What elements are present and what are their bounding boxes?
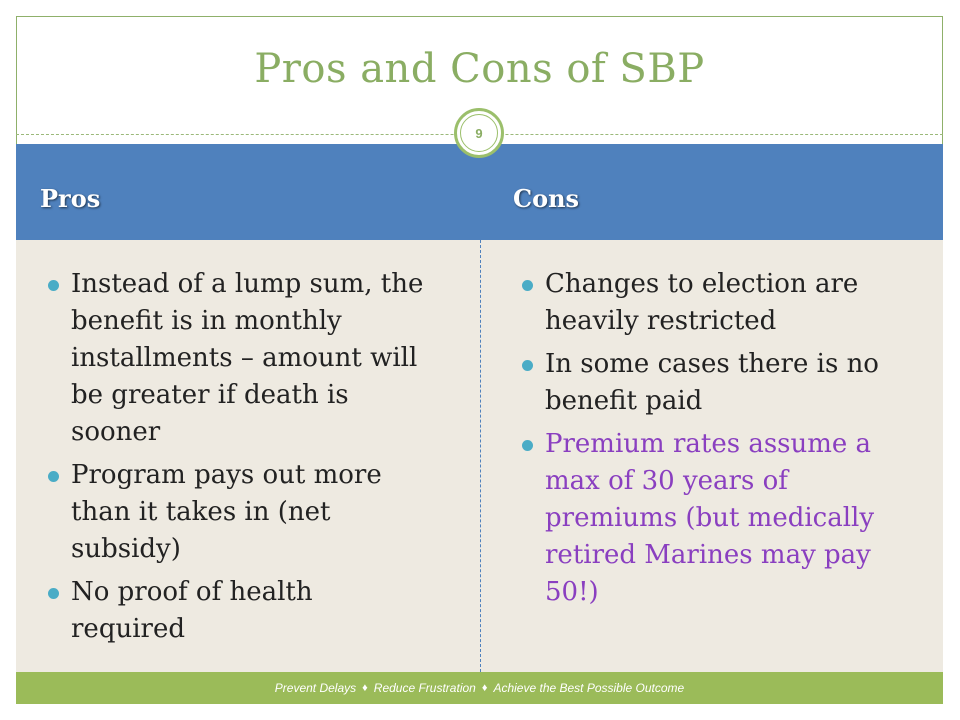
- table-body: [16, 240, 943, 672]
- footer-text-3: Achieve the Best Possible Outcome: [493, 681, 685, 695]
- bullet-icon: [48, 471, 59, 482]
- footer-text-1: Prevent Delays: [274, 681, 357, 695]
- column-divider: [480, 240, 481, 672]
- pros-heading: Pros: [40, 184, 101, 213]
- cons-item-text: Premium rates assume a max of 30 years o…: [545, 429, 875, 607]
- table-header-band: [16, 144, 943, 240]
- bullet-icon: [522, 440, 533, 451]
- pros-item-text: Instead of a lump sum, the benefit is in…: [71, 269, 424, 447]
- bullet-icon: [48, 588, 59, 599]
- list-item: Instead of a lump sum, the benefit is in…: [48, 266, 428, 451]
- cons-item-text: In some cases there is no benefit paid: [545, 349, 879, 416]
- list-item: Premium rates assume a max of 30 years o…: [522, 426, 922, 611]
- slide-number-badge: 9: [454, 108, 504, 158]
- diamond-icon: ♦: [481, 682, 488, 694]
- bullet-icon: [522, 280, 533, 291]
- cons-item-text: Changes to election are heavily restrict…: [545, 269, 859, 336]
- bullet-icon: [522, 360, 533, 371]
- cons-heading: Cons: [513, 184, 580, 213]
- list-item: Changes to election are heavily restrict…: [522, 266, 922, 340]
- list-item: No proof of health required: [48, 574, 428, 648]
- list-item: In some cases there is no benefit paid: [522, 346, 922, 420]
- footer-bar: Prevent Delays ♦ Reduce Frustration ♦ Ac…: [16, 672, 943, 704]
- footer-text-2: Reduce Frustration: [373, 681, 476, 695]
- slide-number: 9: [460, 114, 498, 152]
- pros-item-text: No proof of health required: [71, 577, 313, 644]
- pros-item-text: Program pays out more than it takes in (…: [71, 460, 382, 564]
- cons-list: Changes to election are heavily restrict…: [522, 266, 922, 617]
- bullet-icon: [48, 280, 59, 291]
- pros-list: Instead of a lump sum, the benefit is in…: [48, 266, 428, 654]
- slide-title: Pros and Cons of SBP: [254, 46, 705, 92]
- diamond-icon: ♦: [362, 682, 368, 694]
- list-item: Program pays out more than it takes in (…: [48, 457, 428, 568]
